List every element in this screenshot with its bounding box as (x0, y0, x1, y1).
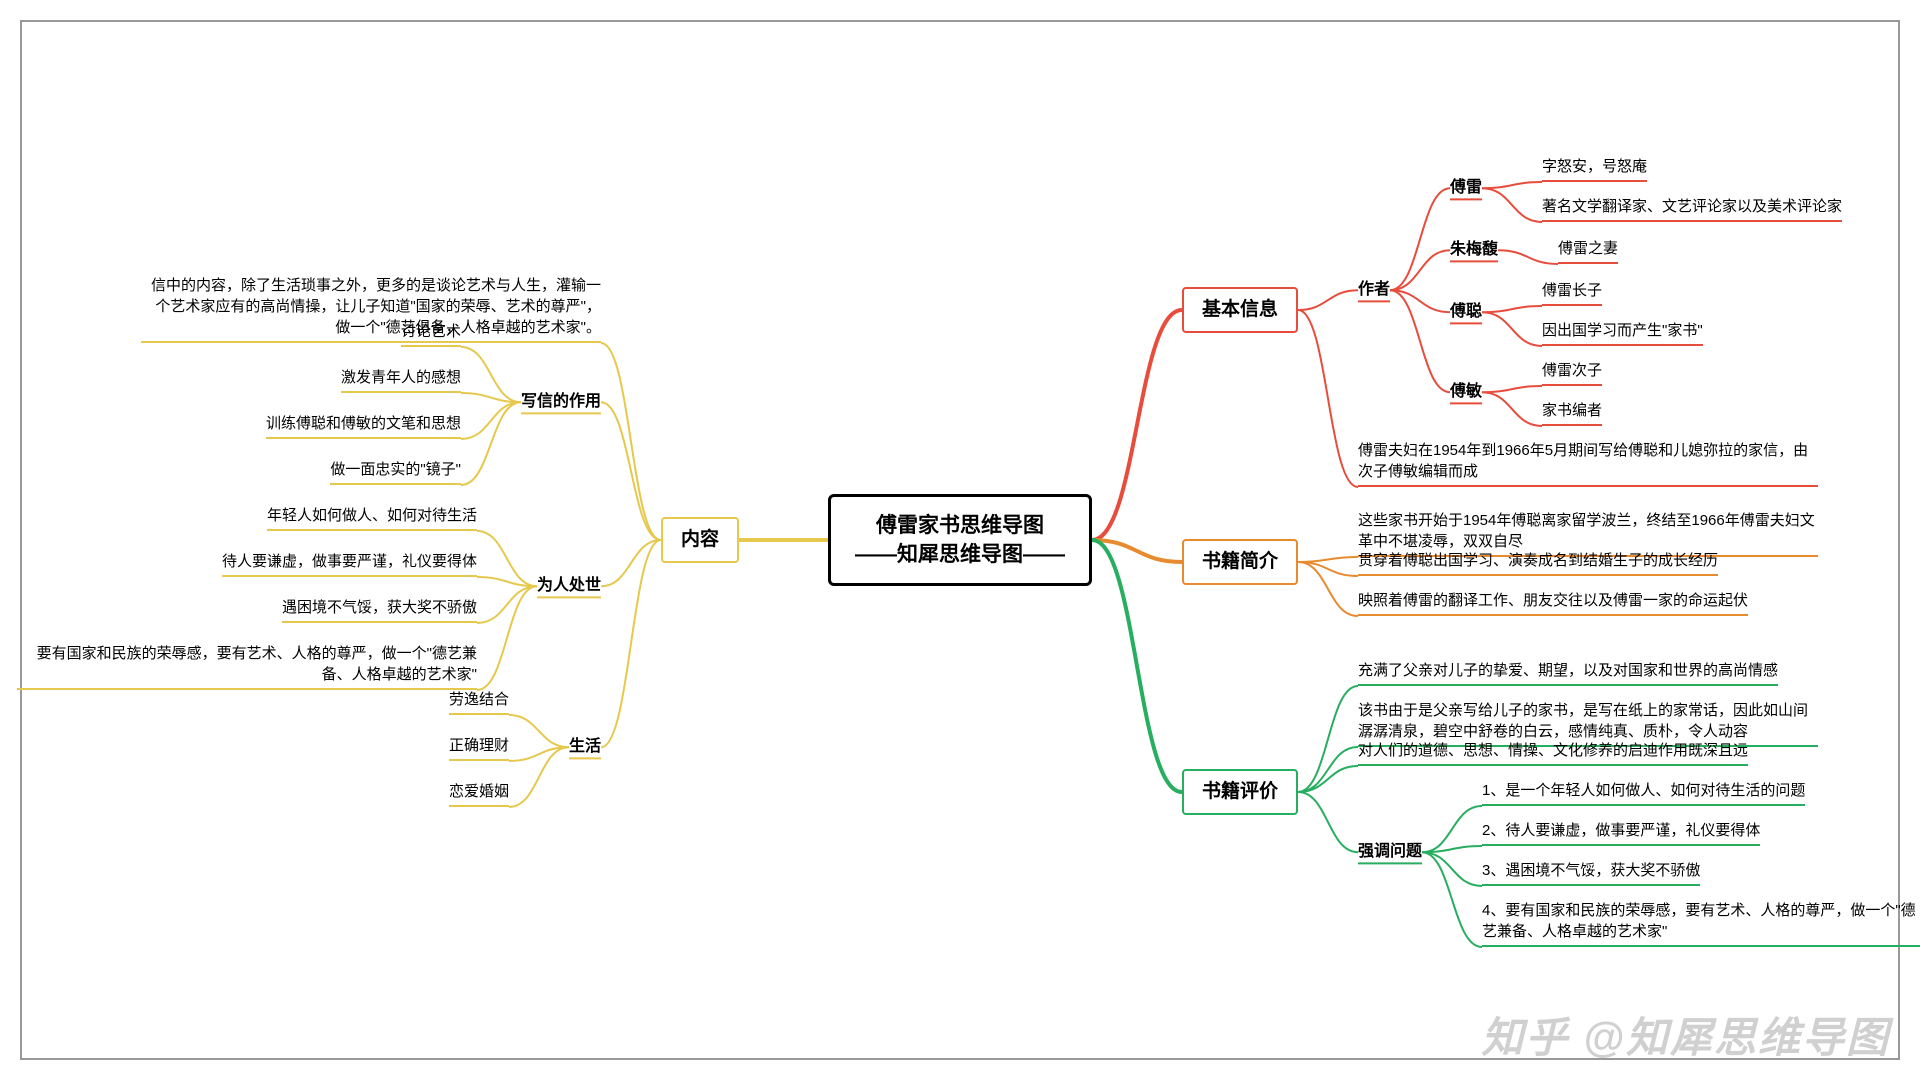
leaf-node: 做一面忠实的"镜子" (330, 459, 461, 485)
leaf-node: 遇困境不气馁，获大奖不骄傲 (282, 597, 477, 623)
leaf-node: 著名文学翻译家、文艺评论家以及美术评论家 (1542, 196, 1842, 222)
mindmap-node: 傅雷家书思维导图 ——知犀思维导图—— (828, 494, 1092, 587)
branch-box: 基本信息 (1182, 287, 1298, 334)
leaf-node: 2、待人要谦虚，做事要严谨，礼仪要得体 (1482, 820, 1760, 846)
leaf-node: 字怒安，号怒庵 (1542, 156, 1647, 182)
leaf-node: 傅雷夫妇在1954年到1966年5月期间写给傅聪和儿媳弥拉的家信，由次子傅敏编辑… (1358, 440, 1818, 487)
leaf-node: 傅雷次子 (1542, 360, 1602, 386)
leaf-node: 讨论艺术 (401, 321, 461, 347)
mid-node: 傅聪 (1450, 301, 1482, 323)
root-title: 傅雷家书思维导图 (876, 514, 1044, 537)
leaf-node: 充满了父亲对儿子的挚爱、期望，以及对国家和世界的高尚情感 (1358, 660, 1778, 686)
leaf-node: 年轻人如何做人、如何对待生活 (267, 505, 477, 531)
leaf-node: 傅雷长子 (1542, 280, 1602, 306)
leaf-node: 信中的内容，除了生活琐事之外，更多的是谈论艺术与人生，灌输一个艺术家应有的高尚情… (141, 275, 601, 343)
leaf-node: 要有国家和民族的荣辱感，要有艺术、人格的尊严，做一个"德艺兼备、人格卓越的艺术家… (17, 643, 477, 690)
leaf-node: 家书编者 (1542, 400, 1602, 426)
leaf-node: 对人们的道德、思想、情操、文化修养的启迪作用既深且远 (1358, 740, 1748, 766)
mid-node: 朱梅馥 (1450, 239, 1498, 261)
leaf-node: 训练傅聪和傅敏的文笔和思想 (266, 413, 461, 439)
branch-box: 内容 (661, 517, 739, 564)
leaf-node: 贯穿着傅聪出国学习、演奏成名到结婚生子的成长经历 (1358, 550, 1718, 576)
mid-node: 写信的作用 (521, 391, 601, 413)
mid-node: 生活 (569, 736, 601, 758)
leaf-node: 1、是一个年轻人如何做人、如何对待生活的问题 (1482, 780, 1805, 806)
branch-box: 书籍评价 (1182, 769, 1298, 816)
watermark: 知乎 @知犀思维导图 (1481, 1004, 1890, 1065)
leaf-node: 映照着傅雷的翻译工作、朋友交往以及傅雷一家的命运起伏 (1358, 590, 1748, 616)
mid-node: 作者 (1358, 279, 1390, 301)
leaf-node: 正确理财 (449, 735, 509, 761)
branch-box: 书籍简介 (1182, 539, 1298, 586)
mid-node: 为人处世 (537, 575, 601, 597)
leaf-node: 待人要谦虚，做事要严谨，礼仪要得体 (222, 551, 477, 577)
mid-node: 傅敏 (1450, 381, 1482, 403)
leaf-node: 4、要有国家和民族的荣辱感，要有艺术、人格的尊严，做一个"德艺兼备、人格卓越的艺… (1482, 900, 1920, 947)
leaf-node: 3、遇困境不气馁，获大奖不骄傲 (1482, 860, 1700, 886)
root-subtitle: ——知犀思维导图—— (855, 543, 1065, 566)
mid-node: 强调问题 (1358, 841, 1422, 863)
mid-node: 傅雷 (1450, 177, 1482, 199)
leaf-node: 傅雷之妻 (1558, 238, 1618, 264)
leaf-node: 恋爱婚姻 (449, 781, 509, 807)
leaf-node: 因出国学习而产生"家书" (1542, 320, 1703, 346)
leaf-node: 激发青年人的感想 (341, 367, 461, 393)
leaf-node: 劳逸结合 (449, 689, 509, 715)
